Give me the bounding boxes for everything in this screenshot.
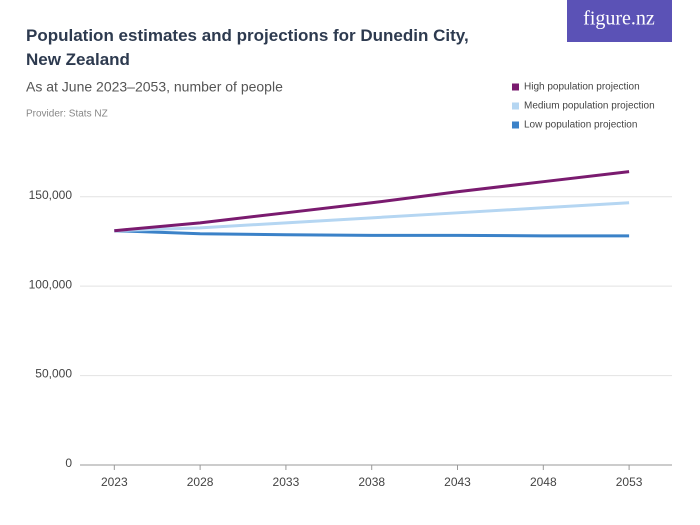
chart-title: Population estimates and projections for… — [26, 26, 469, 69]
legend-label: High population projection — [524, 82, 640, 93]
series-line — [114, 170, 630, 233]
legend-swatch — [512, 83, 519, 91]
x-tick-label: 2048 — [530, 475, 557, 489]
x-tick-label: 2053 — [616, 475, 643, 489]
legend-label: Low population projection — [524, 120, 637, 131]
legend-swatch — [512, 121, 519, 129]
subtitle: As at June 2023–2053, number of people — [26, 79, 283, 95]
provider: Provider: Stats NZ — [26, 109, 108, 120]
logo: figure.nz — [583, 8, 655, 30]
x-tick-label: 2033 — [273, 475, 300, 489]
logo-box — [567, 0, 672, 42]
legend-swatch — [512, 102, 519, 110]
x-tick-label: 2038 — [358, 475, 385, 489]
y-tick-label: 100,000 — [29, 277, 73, 291]
series-line — [114, 229, 630, 238]
y-tick-label: 150,000 — [29, 188, 73, 202]
y-tick-label: 0 — [65, 456, 72, 470]
x-tick-label: 2028 — [187, 475, 214, 489]
x-tick-label: 2023 — [101, 475, 128, 489]
legend-label: Medium population projection — [524, 101, 655, 112]
x-tick-label: 2043 — [444, 475, 471, 489]
y-tick-label: 50,000 — [35, 367, 72, 381]
series-line — [114, 201, 630, 233]
